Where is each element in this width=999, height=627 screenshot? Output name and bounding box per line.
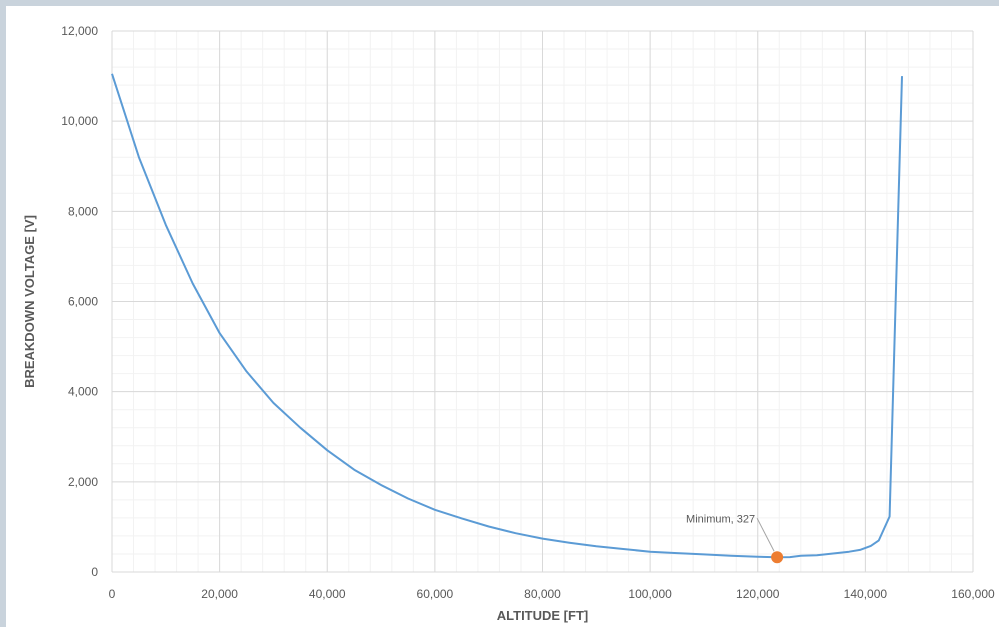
y-axis-tick-labels: 0 2,000 4,000 6,000 8,000 10,000 12,000 [61,24,98,579]
y-tick-label: 8,000 [68,204,98,218]
x-tick-label: 140,000 [844,587,888,601]
y-tick-label: 10,000 [61,114,98,128]
y-tick-label: 12,000 [61,24,98,38]
y-tick-label: 4,000 [68,385,98,399]
minimum-marker [771,551,784,564]
x-tick-label: 160,000 [951,587,995,601]
y-tick-label: 6,000 [68,295,98,309]
annotation-leader-line [756,518,775,552]
x-tick-label: 100,000 [628,587,672,601]
minimum-annotation-label: Minimum, 327 [686,513,755,525]
y-tick-label: 0 [91,565,98,579]
breakdown-voltage-line [111,73,903,559]
x-tick-label: 60,000 [417,587,454,601]
x-tick-label: 20,000 [201,587,238,601]
x-tick-label: 120,000 [736,587,780,601]
x-tick-label: 80,000 [524,587,561,601]
major-gridlines [111,30,974,573]
y-axis-title: BREAKDOWN VOLTAGE [V] [22,215,37,388]
x-axis-tick-labels: 0 20,000 40,000 60,000 80,000 100,000 120,000 1… [109,587,995,601]
y-tick-label: 2,000 [68,475,98,489]
chart-svg: 0 20,000 40,000 60,000 80,000 100,000 120,000 1… [22,24,995,623]
x-tick-label: 40,000 [309,587,346,601]
x-tick-label: 0 [109,587,116,601]
chart-frame: 0 20,000 40,000 60,000 80,000 100,000 120,000 1… [6,6,999,627]
x-axis-title: ALTITUDE [FT] [497,608,588,623]
